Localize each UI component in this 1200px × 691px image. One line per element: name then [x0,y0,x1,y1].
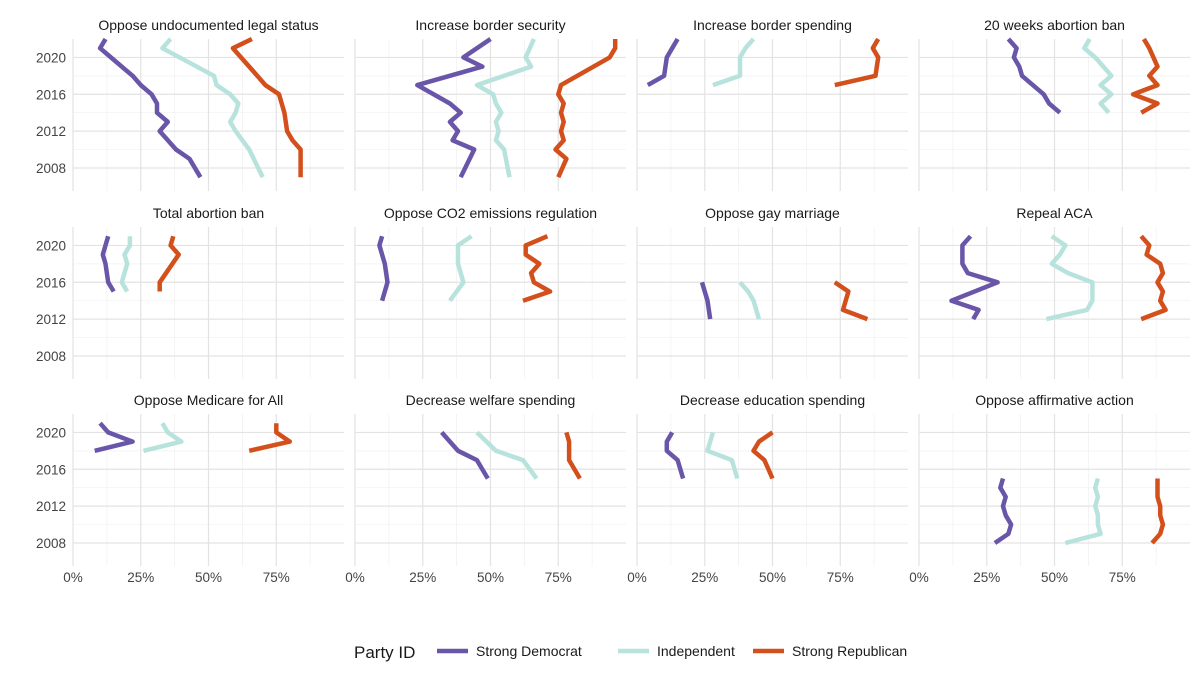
series-line-independent [475,430,539,480]
legend-label: Independent [657,643,735,659]
panel-11: Decrease education spending [636,392,908,566]
series-line-strong-democrat [1006,37,1062,115]
y-tick-label: 2012 [36,124,66,139]
series-line-strong-democrat [993,477,1014,545]
x-tick-label: 50% [195,570,222,585]
series-line-strong-republican [751,430,775,480]
series-line-strong-democrat [699,281,713,320]
x-tick-label: 25% [127,570,154,585]
y-tick-label: 2016 [36,462,66,477]
x-tick-label: 25% [973,570,1000,585]
series-line-independent [448,234,473,303]
legend: Party ID Strong Democrat Independent Strong… [354,643,907,662]
series-line-independent [705,431,740,480]
panel-1: Oppose undocumented legal status 2008 2012… [36,17,344,191]
y-tick-label: 2012 [36,312,66,327]
x-tick-label: 75% [1109,570,1136,585]
x-tick-label: 0% [345,570,365,585]
panel-12: Oppose affirmative action [918,392,1190,566]
x-tick-label: 75% [827,570,854,585]
y-tick-label: 2016 [36,275,66,290]
series-line-strong-democrat [949,234,1000,321]
panel-title: Increase border spending [693,17,852,33]
series-line-strong-republican [230,36,303,178]
panel-title: Decrease welfare spending [406,392,576,408]
panel-title: Total abortion ban [153,205,264,221]
panel-4: 20 weeks abortion ban [918,17,1190,191]
series-line-strong-democrat [97,37,203,179]
x-tick-label: 25% [409,570,436,585]
panel-title: Increase border security [415,17,565,33]
panel-title: Oppose Medicare for All [134,392,283,408]
series-line-strong-republican [157,235,181,292]
series-line-independent [1045,234,1095,322]
panel-5: Total abortion ban 2008 2012 2016 2020 [36,205,344,379]
y-tick-label: 2008 [36,349,66,364]
legend-label: Strong Democrat [476,643,582,659]
y-tick-label: 2016 [36,87,66,102]
x-tick-label: 75% [263,570,290,585]
panel-3: Increase border spending [636,17,908,191]
panel-title: Decrease education spending [680,392,865,408]
panel-9: Oppose Medicare for All 2008 2012 2016 2020 [36,392,344,566]
series-line-strong-democrat [415,37,492,179]
panel-title: Oppose affirmative action [975,392,1134,408]
series-line-strong-democrat [664,431,686,480]
x-tick-label: 0% [627,570,647,585]
series-line-strong-republican [1130,37,1160,115]
series-line-strong-democrat [440,430,490,480]
series-line-independent [712,37,756,88]
y-tick-label: 2020 [36,238,66,253]
legend-label: Strong Republican [792,643,907,659]
y-tick-label: 2008 [36,161,66,176]
series-line-strong-democrat [377,235,390,302]
x-tick-label: 50% [1041,570,1068,585]
x-tick-label: 50% [759,570,786,585]
series-line-strong-republican [833,280,869,322]
series-line-strong-republican [1139,234,1168,322]
y-tick-label: 2008 [36,536,66,551]
series-line-independent [142,422,184,453]
x-tick-label: 0% [63,570,83,585]
panel-title: Oppose CO2 emissions regulation [384,205,597,221]
panel-2: Increase border security [354,17,626,191]
y-tick-label: 2020 [36,50,66,65]
panel-title: Repeal ACA [1016,205,1093,221]
x-tick-label: 0% [909,570,929,585]
series-line-strong-democrat [646,37,680,88]
panel-6: Oppose CO2 emissions regulation [354,205,626,379]
series-line-independent [1082,37,1114,115]
y-tick-label: 2020 [36,425,66,440]
series-line-independent [1064,477,1103,546]
series-line-strong-democrat [94,421,135,453]
panel-10: Decrease welfare spending [354,392,626,566]
panel-title: Oppose gay marriage [705,205,840,221]
x-tick-label: 25% [691,570,718,585]
series-line-independent [160,37,265,179]
series-line-strong-republican [1150,478,1166,545]
series-line-strong-republican [553,39,618,179]
series-line-strong-republican [248,423,293,453]
panel-title: Oppose undocumented legal status [98,17,318,33]
panel-8: Repeal ACA [918,205,1190,379]
series-line-strong-democrat [100,235,116,293]
x-tick-label: 50% [477,570,504,585]
series-line-strong-republican [522,234,553,303]
panel-title: 20 weeks abortion ban [984,17,1125,33]
y-tick-label: 2012 [36,499,66,514]
legend-title: Party ID [354,643,415,662]
x-tick-label: 75% [545,570,572,585]
series-line-strong-republican [564,431,582,480]
series-line-independent [738,280,762,320]
series-line-independent [119,236,133,293]
series-line-strong-republican [834,37,881,88]
series-line-independent [474,38,536,178]
panel-7: Oppose gay marriage [636,205,908,379]
